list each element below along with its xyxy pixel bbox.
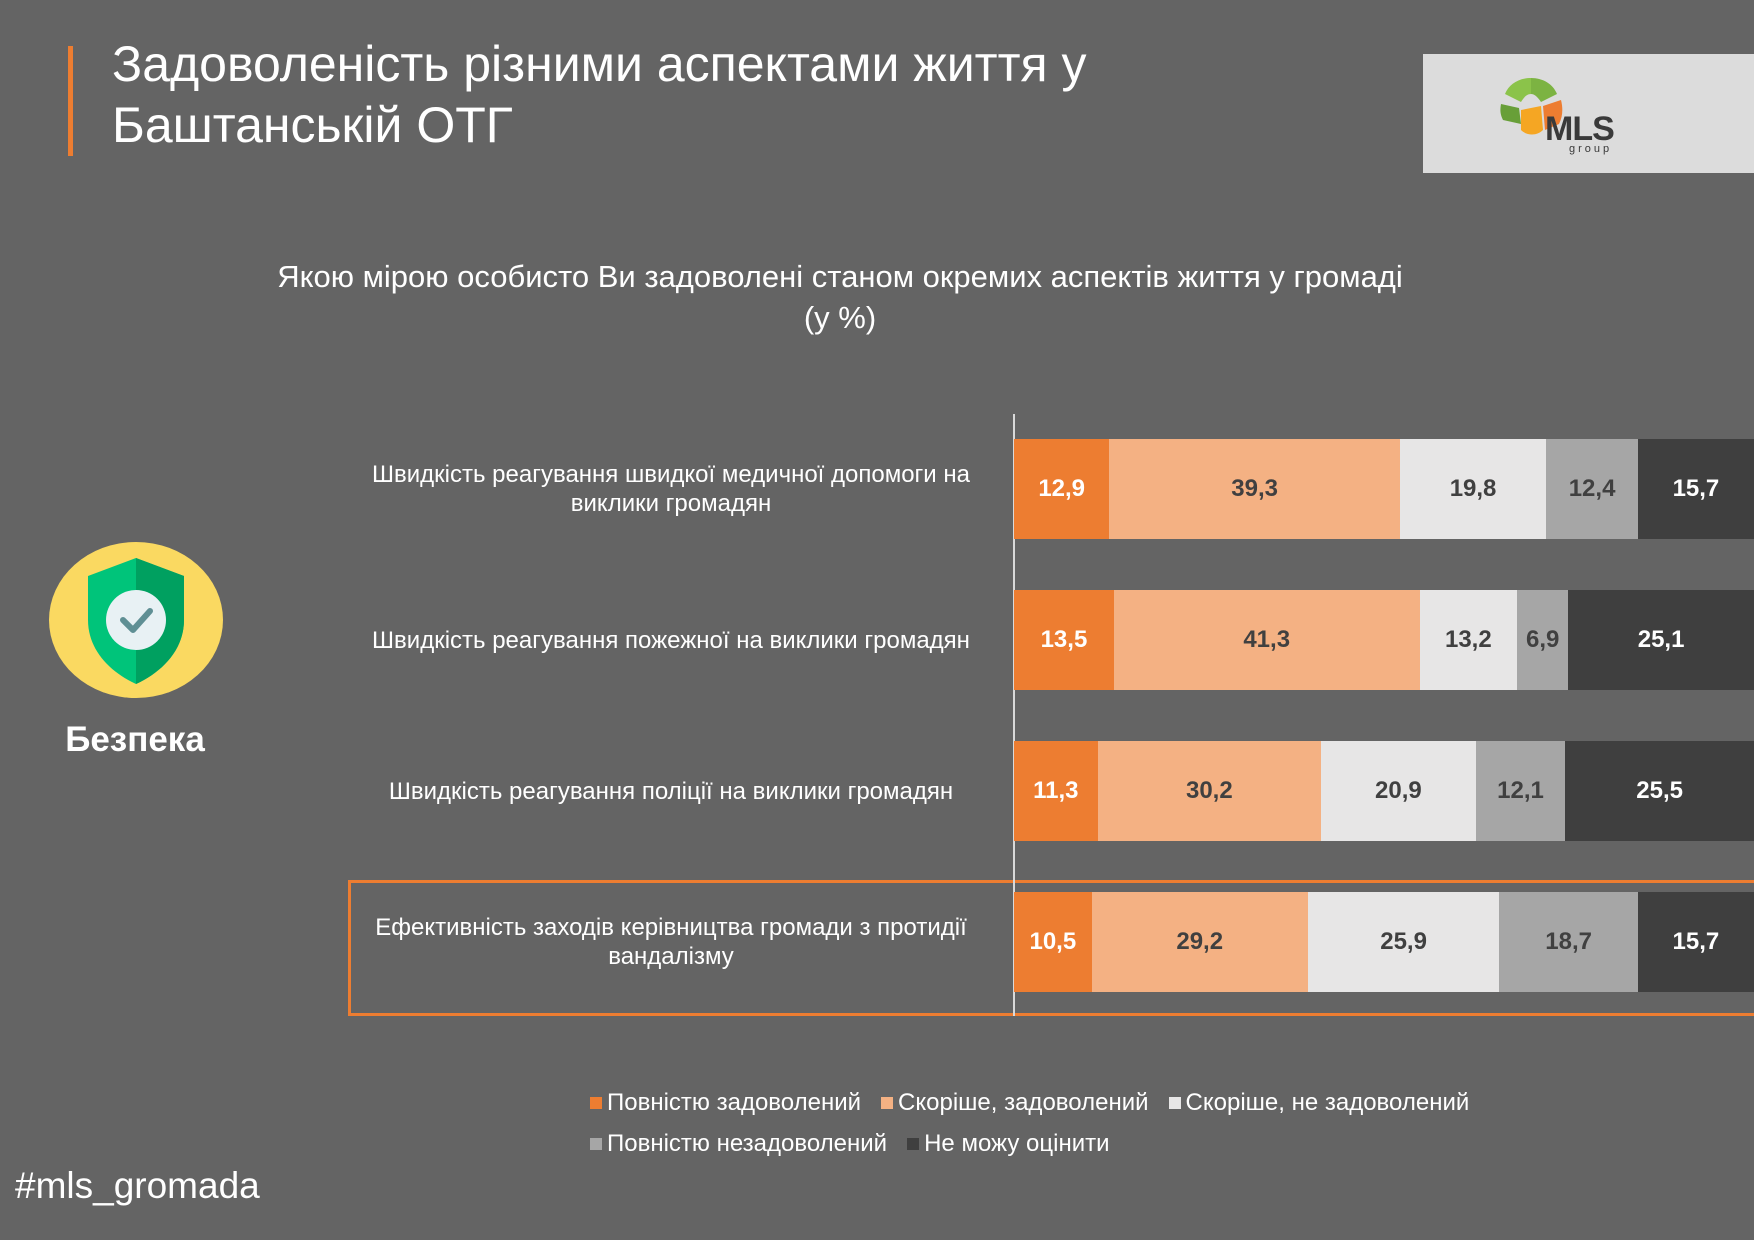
axis-line (1013, 414, 1015, 1016)
bar-segment: 29,2 (1091, 892, 1308, 992)
legend-item: Скоріше, задоволений (881, 1083, 1149, 1123)
category-label: Швидкість реагування пожежної на виклики… (350, 590, 992, 690)
legend-swatch (590, 1138, 602, 1150)
legend-swatch (907, 1138, 920, 1150)
chart-title: Якою мірою особисто Ви задоволені станом… (200, 256, 1480, 338)
category-label-line: Швидкість реагування швидкої медичної до… (372, 461, 970, 488)
page-title: Задоволеність різними аспектами життя у … (112, 34, 1086, 156)
bar-segment: 11,3 (1014, 741, 1098, 841)
bar-row: 12,9 39,3 19,8 12,4 15,7 (1014, 439, 1754, 539)
category-label-line: Ефективність заходів керівництва громади… (375, 914, 967, 941)
category-label: Ефективність заходів керівництва громади… (350, 892, 992, 992)
bar-segment: 13,2 (1419, 590, 1518, 690)
legend-swatch (1168, 1097, 1181, 1109)
data-label: 13,2 (1444, 626, 1492, 653)
data-label: 25,5 (1636, 777, 1683, 804)
shield-check-icon (49, 542, 223, 698)
mls-logo-icon (1500, 78, 1563, 135)
bar-segment: 6,9 (1517, 590, 1569, 690)
bar-segment: 12,4 (1546, 439, 1638, 539)
bar-row: 10,5 29,2 25,9 18,7 15,7 (1014, 892, 1754, 992)
section-label: Безпека (65, 720, 205, 759)
bar-segment: 39,3 (1109, 439, 1400, 539)
bar-segment: 20,9 (1321, 741, 1476, 841)
title-line-1: Задоволеність різними аспектами життя у (112, 36, 1087, 92)
category-label-text: Швидкість реагування швидкої медичної до… (372, 460, 970, 518)
data-label: 39,3 (1231, 475, 1278, 502)
bar-row: 13,5 41,3 13,2 6,9 25,1 (1014, 590, 1754, 690)
bar-segment: 15,7 (1637, 892, 1754, 992)
data-label: 41,3 (1243, 626, 1291, 653)
highlight-frame (348, 880, 1754, 1016)
legend-item: Повністю задоволений (590, 1083, 861, 1123)
data-label: 29,2 (1176, 928, 1224, 955)
data-label: 25,1 (1637, 626, 1685, 653)
data-label: 13,5 (1040, 626, 1088, 653)
bar-row: 11,3 30,2 20,9 12,1 25,5 (1014, 741, 1754, 841)
category-label: Швидкість реагування поліції на виклики … (350, 741, 992, 841)
legend-label: Повністю незадоволений (607, 1130, 888, 1157)
category-label-line: вандалізму (608, 943, 734, 970)
data-label: 20,9 (1375, 777, 1422, 804)
category-label: Швидкість реагування швидкої медичної до… (350, 439, 992, 539)
data-label: 15,7 (1672, 928, 1720, 955)
bar-segment: 13,5 (1014, 590, 1114, 690)
legend-item: Скоріше, не задоволений (1168, 1083, 1470, 1123)
legend: Повністю задоволений Скоріше, задоволений… (590, 1082, 1570, 1164)
legend-swatch (881, 1097, 894, 1109)
bar-segment: 25,9 (1307, 892, 1500, 992)
hashtag: #mls_gromada (15, 1165, 260, 1206)
bar-segment: 25,5 (1565, 741, 1754, 841)
bar-segment: 18,7 (1499, 892, 1638, 992)
bar-segment: 15,7 (1637, 439, 1754, 539)
bar-segment: 12,9 (1014, 439, 1110, 539)
chart-title-line-1: Якою мірою особисто Ви задоволені станом… (277, 259, 1403, 294)
category-label-line: Швидкість реагування пожежної на виклики… (372, 626, 970, 654)
bar-segment: 41,3 (1113, 590, 1420, 690)
data-label: 30,2 (1185, 777, 1233, 804)
data-label: 12,4 (1568, 475, 1616, 502)
category-label-line: Швидкість реагування поліції на виклики … (388, 777, 954, 805)
chart-title-line-2: (у %) (803, 300, 877, 335)
data-label: 15,7 (1672, 475, 1720, 502)
legend-label: Скоріше, не задоволений (1185, 1089, 1470, 1116)
legend-item: Не можу оцінити (907, 1124, 1110, 1164)
category-label-line: виклики громадян (570, 490, 772, 517)
data-label: 12,1 (1497, 777, 1544, 804)
bar-segment: 25,1 (1568, 590, 1754, 690)
legend-swatch (590, 1097, 602, 1109)
logo-text: MLS (1545, 110, 1615, 148)
data-label: 6,9 (1526, 626, 1560, 653)
data-label: 10,5 (1029, 928, 1077, 955)
legend-item: Повністю незадоволений (590, 1124, 887, 1164)
bar-segment: 10,5 (1014, 892, 1092, 992)
data-label: 25,9 (1380, 928, 1427, 955)
legend-label: Скоріше, задоволений (898, 1089, 1149, 1116)
category-label-text: Ефективність заходів керівництва громади… (375, 913, 966, 971)
title-accent-bar (68, 46, 73, 156)
logo-box: MLS group (1423, 54, 1754, 173)
bar-segment: 30,2 (1097, 741, 1322, 841)
data-label: 18,7 (1545, 928, 1592, 955)
bar-segment: 19,8 (1399, 439, 1547, 539)
data-label: 11,3 (1033, 777, 1079, 804)
legend-label: Не можу оцінити (924, 1130, 1110, 1157)
title-line-2: Баштанській ОТГ (112, 97, 513, 153)
category-label-text: Швидкість реагування пожежної на виклики… (372, 626, 970, 655)
data-label: 19,8 (1449, 475, 1497, 502)
logo-subtext: group (1569, 143, 1613, 155)
bar-segment: 12,1 (1475, 741, 1566, 841)
category-label-text: Швидкість реагування поліції на виклики … (389, 777, 953, 806)
data-label: 12,9 (1038, 475, 1086, 502)
legend-label: Повністю задоволений (607, 1089, 862, 1116)
